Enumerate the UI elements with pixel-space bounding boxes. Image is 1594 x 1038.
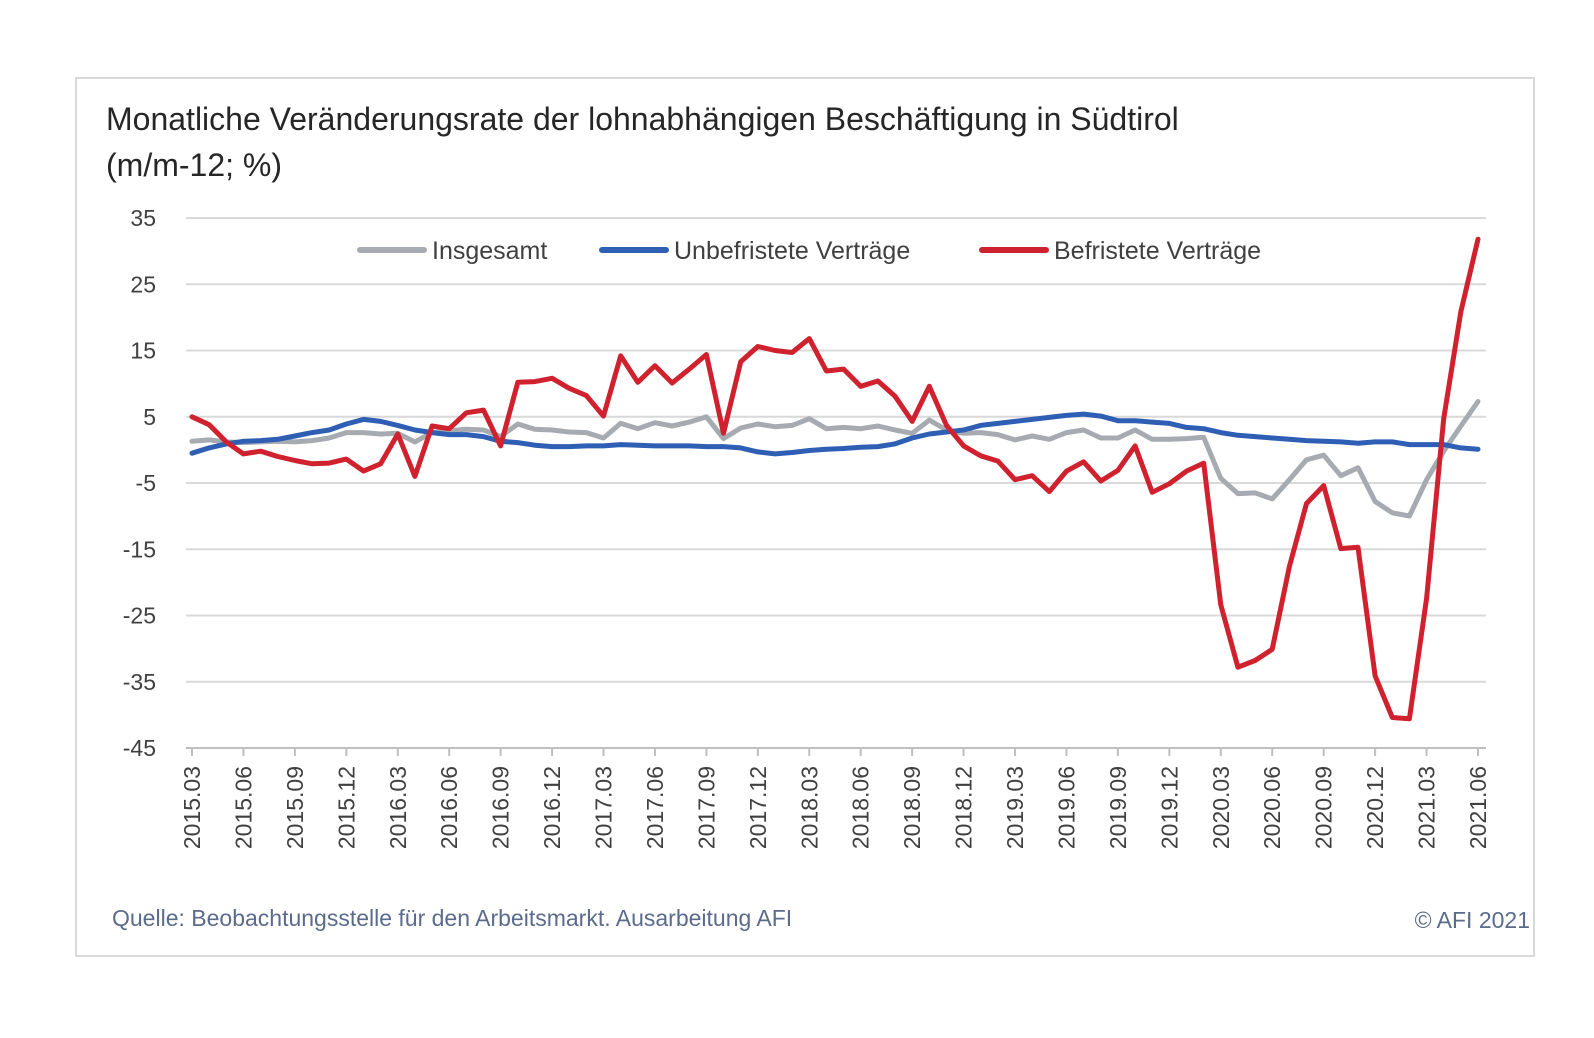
y-tick-label: 35: [130, 205, 156, 231]
x-tick-label: 2019.09: [1105, 766, 1131, 849]
y-tick-label: -35: [123, 669, 156, 695]
x-tick-label: 2018.03: [796, 766, 822, 849]
source-note: Quelle: Beobachtungsstelle für den Arbei…: [112, 905, 793, 931]
x-tick-label: 2020.03: [1208, 766, 1234, 849]
x-tick-label: 2021.06: [1465, 766, 1491, 849]
x-tick-label: 2018.06: [848, 766, 874, 849]
y-tick-label: -45: [123, 735, 156, 761]
legend-label: Insgesamt: [432, 237, 547, 265]
y-tick-label: 25: [130, 271, 156, 297]
chart-frame: [75, 77, 1535, 957]
legend-label: Befristete Verträge: [1054, 237, 1261, 265]
x-tick-label: 2018.12: [951, 766, 977, 849]
x-tick-label: 2016.12: [539, 766, 565, 849]
y-tick-label: 15: [130, 338, 156, 364]
y-axis-ticks: 35 25 15 5 -5 -15 -25 -35 -45: [123, 205, 156, 761]
x-tick-label: 2020.12: [1362, 766, 1388, 849]
x-tick-label: 2016.09: [488, 766, 514, 849]
x-tick-label: 2020.06: [1259, 766, 1285, 849]
series-lines: [189, 236, 1481, 722]
x-axis: 2015.03 2015.06 2015.09 2015.12 2016.03 2016.…: [179, 747, 1491, 849]
y-tick-label: -5: [136, 470, 156, 496]
x-tick-label: 2019.03: [1002, 766, 1028, 849]
x-tick-label: 2021.03: [1414, 766, 1440, 849]
legend: Insgesamt Unbefristete Verträge Befristete…: [357, 237, 1261, 265]
y-tick-label: -25: [123, 603, 156, 629]
gridlines: [186, 217, 1486, 749]
copyright-note: © AFI 2021: [1414, 907, 1530, 933]
series-line-befristete-vertr-ge: [189, 236, 1481, 722]
x-tick-label: 2017.03: [591, 766, 617, 849]
x-tick-label: 2015.09: [282, 766, 308, 849]
x-tick-label: 2017.06: [642, 766, 668, 849]
y-tick-label: 5: [143, 404, 156, 430]
chart-title: Monatliche Veränderungsrate der lohnabhä…: [106, 101, 1179, 183]
x-tick-label: 2015.03: [179, 766, 205, 849]
x-tick-label: 2018.09: [899, 766, 925, 849]
x-tick-label: 2017.12: [745, 766, 771, 849]
series-line-insgesamt: [189, 399, 1481, 519]
x-tick-label: 2016.06: [436, 766, 462, 849]
x-tick-label: 2016.03: [385, 766, 411, 849]
x-tick-label: 2019.12: [1156, 766, 1182, 849]
x-tick-label: 2019.06: [1053, 766, 1079, 849]
x-tick-label: 2015.12: [333, 766, 359, 849]
legend-label: Unbefristete Verträge: [674, 237, 910, 265]
x-tick-label: 2020.09: [1311, 766, 1337, 849]
series-line-unbefristete-vertr-ge: [189, 411, 1481, 457]
x-tick-label: 2017.09: [693, 766, 719, 849]
y-tick-label: -15: [123, 536, 156, 562]
x-tick-label: 2015.06: [230, 766, 256, 849]
